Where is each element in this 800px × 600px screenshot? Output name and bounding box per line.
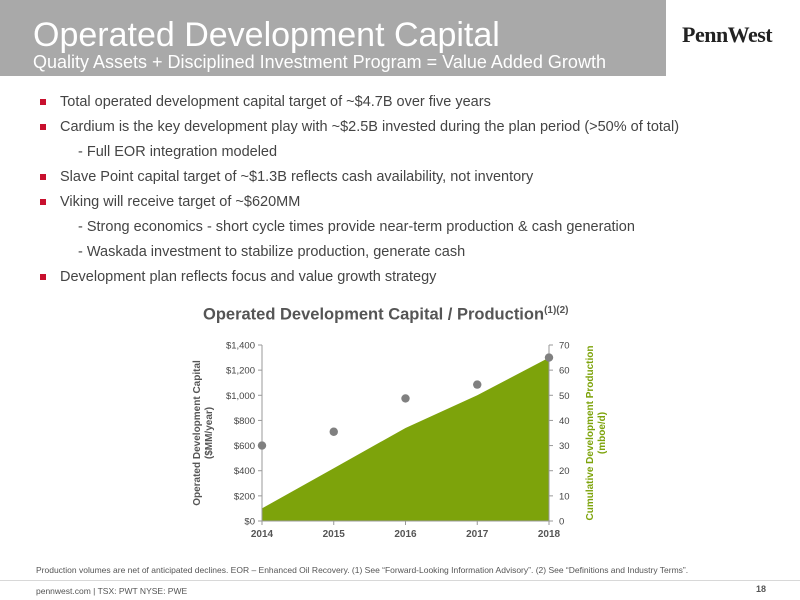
x-axis-tick-label: 2016 [394,529,417,540]
left-axis-tick-label: $1,400 [226,341,255,352]
right-axis-tick-label: 70 [559,341,570,352]
right-axis-tick-label: 0 [559,517,564,528]
bullet-item: Total operated development capital targe… [38,90,778,115]
title-band [0,0,666,76]
bullet-text: - Strong economics - short cycle times p… [78,219,635,235]
x-axis-tick-label: 2018 [538,529,561,540]
capital-point [544,353,554,362]
x-axis-tick-label: 2017 [466,529,489,540]
bullet-item: Development plan reflects focus and valu… [38,265,778,290]
bullet-item: Viking will receive target of ~$620MM [38,190,778,215]
x-axis-tick-label: 2015 [323,529,346,540]
footer-divider [0,580,800,581]
right-axis-tick-label: 60 [559,366,570,377]
pennwest-logo: PennWest [682,22,773,47]
bullet-item: Slave Point capital target of ~$1.3B ref… [38,165,778,190]
right-axis-tick-label: 10 [559,491,570,502]
capital-point [329,427,338,436]
right-axis-title: Cumulative Development Production(mboe/d… [585,345,608,520]
right-axis-tick-label: 30 [559,441,570,452]
sub-bullet-item: - Full EOR integration modeled [38,140,778,165]
page-number: 18 [756,584,767,594]
bullet-marker [40,199,46,205]
left-axis-tick-label: $800 [234,416,255,427]
chart-title-footnote-ref: (1)(2) [544,305,569,316]
bullet-list: Total operated development capital targe… [38,90,778,290]
chart-title: Operated Development Capital / Productio… [203,305,569,325]
capital-point [257,441,267,450]
bullet-text: Slave Point capital target of ~$1.3B ref… [60,169,534,185]
capital-point [473,380,482,389]
bullet-text: Cardium is the key development play with… [60,119,680,135]
bullet-text: Viking will receive target of ~$620MM [60,194,301,210]
slide-subtitle: Quality Assets + Disciplined Investment … [33,52,606,72]
footer-text: pennwest.com | TSX: PWT NYSE: PWE [36,586,188,596]
bullet-text: - Waskada investment to stabilize produc… [78,244,466,260]
header: Operated Development Capital Quality Ass… [0,0,800,84]
left-axis-tick-label: $200 [234,491,255,502]
right-axis-tick-label: 40 [559,416,570,427]
slide-title: Operated Development Capital [33,16,500,54]
bullet-marker [40,124,46,130]
left-axis-tick-label: $0 [244,517,255,528]
bullet-marker [40,99,46,105]
left-axis-tick-label: $400 [234,466,255,477]
bullet-marker [40,174,46,180]
footnote: Production volumes are net of anticipate… [36,565,689,575]
left-axis-title: Operated Development Capital($MM/year) [192,360,215,506]
chart-title-text: Operated Development Capital / Productio… [203,305,545,324]
right-axis-tick-label: 20 [559,466,570,477]
right-axis-tick-label: 50 [559,391,570,402]
bullet-text: Total operated development capital targe… [60,94,491,110]
sub-bullet-item: - Strong economics - short cycle times p… [38,215,778,240]
x-axis-tick-label: 2014 [251,529,274,540]
bullet-text: - Full EOR integration modeled [78,144,278,160]
left-axis-tick-label: $1,000 [226,391,255,402]
left-axis-tick-label: $600 [234,441,255,452]
bullet-item: Cardium is the key development play with… [38,115,778,140]
bullet-text: Development plan reflects focus and valu… [60,269,437,285]
left-axis-tick-label: $1,200 [226,366,255,377]
bullet-marker [40,274,46,280]
production-area [262,357,549,521]
capital-point [401,394,410,403]
sub-bullet-item: - Waskada investment to stabilize produc… [38,240,778,265]
